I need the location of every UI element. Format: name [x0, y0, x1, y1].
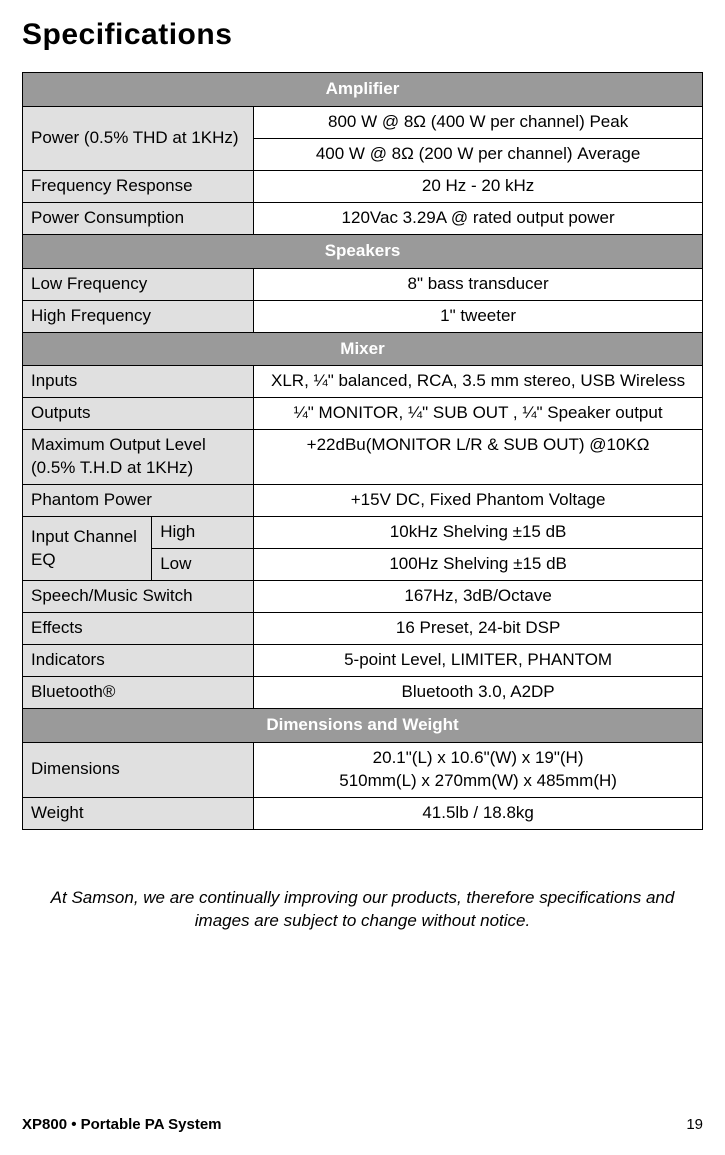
disclaimer-text: At Samson, we are continually improving …: [22, 886, 703, 934]
label-high-freq: High Frequency: [23, 300, 254, 332]
value-high-freq: 1" tweeter: [254, 300, 703, 332]
row-speech: Speech/Music Switch 167Hz, 3dB/Octave: [23, 581, 703, 613]
row-weight: Weight 41.5lb / 18.8kg: [23, 797, 703, 829]
value-power-avg: 400 W @ 8Ω (200 W per channel) Average: [254, 138, 703, 170]
label-speech: Speech/Music Switch: [23, 581, 254, 613]
label-phantom: Phantom Power: [23, 485, 254, 517]
value-speech: 167Hz, 3dB/Octave: [254, 581, 703, 613]
value-weight: 41.5lb / 18.8kg: [254, 797, 703, 829]
value-bluetooth: Bluetooth 3.0, A2DP: [254, 676, 703, 708]
section-header-mixer: Mixer: [23, 332, 703, 366]
label-low-freq: Low Frequency: [23, 268, 254, 300]
label-eq-low: Low: [152, 549, 254, 581]
page-title: Specifications: [22, 18, 703, 52]
label-bluetooth: Bluetooth®: [23, 676, 254, 708]
value-eq-high: 10kHz Shelving ±15 dB: [254, 517, 703, 549]
value-power-peak: 800 W @ 8Ω (400 W per channel) Peak: [254, 106, 703, 138]
row-power-cons: Power Consumption 120Vac 3.29A @ rated o…: [23, 202, 703, 234]
section-header-label: Amplifier: [23, 73, 703, 107]
row-low-freq: Low Frequency 8" bass transducer: [23, 268, 703, 300]
label-eq-high: High: [152, 517, 254, 549]
label-indicators: Indicators: [23, 644, 254, 676]
label-power-cons: Power Consumption: [23, 202, 254, 234]
page-footer: XP800 • Portable PA System 19: [22, 1116, 703, 1133]
section-header-amplifier: Amplifier: [23, 73, 703, 107]
row-bluetooth: Bluetooth® Bluetooth 3.0, A2DP: [23, 676, 703, 708]
row-high-freq: High Frequency 1" tweeter: [23, 300, 703, 332]
value-power-cons: 120Vac 3.29A @ rated output power: [254, 202, 703, 234]
row-power-peak: Power (0.5% THD at 1KHz) 800 W @ 8Ω (400…: [23, 106, 703, 138]
row-outputs: Outputs ¼" MONITOR, ¼" SUB OUT , ¼" Spea…: [23, 398, 703, 430]
value-inputs: XLR, ¼" balanced, RCA, 3.5 mm stereo, US…: [254, 366, 703, 398]
label-eq: Input Channel EQ: [23, 517, 152, 581]
section-header-label: Mixer: [23, 332, 703, 366]
value-dimensions: 20.1"(L) x 10.6"(W) x 19"(H) 510mm(L) x …: [254, 742, 703, 797]
label-dimensions: Dimensions: [23, 742, 254, 797]
footer-product: XP800 • Portable PA System: [22, 1116, 222, 1133]
section-header-label: Speakers: [23, 234, 703, 268]
value-phantom: +15V DC, Fixed Phantom Voltage: [254, 485, 703, 517]
row-max-out: Maximum Output Level (0.5% T.H.D at 1KHz…: [23, 430, 703, 485]
row-dimensions: Dimensions 20.1"(L) x 10.6"(W) x 19"(H) …: [23, 742, 703, 797]
label-power: Power (0.5% THD at 1KHz): [23, 106, 254, 170]
value-effects: 16 Preset, 24-bit DSP: [254, 612, 703, 644]
value-eq-low: 100Hz Shelving ±15 dB: [254, 549, 703, 581]
label-max-out: Maximum Output Level (0.5% T.H.D at 1KHz…: [23, 430, 254, 485]
label-weight: Weight: [23, 797, 254, 829]
dim-line1: 20.1"(L) x 10.6"(W) x 19"(H): [373, 748, 584, 767]
row-effects: Effects 16 Preset, 24-bit DSP: [23, 612, 703, 644]
row-freq-resp: Frequency Response 20 Hz - 20 kHz: [23, 170, 703, 202]
footer-page-number: 19: [686, 1116, 703, 1133]
row-indicators: Indicators 5-point Level, LIMITER, PHANT…: [23, 644, 703, 676]
dim-line2: 510mm(L) x 270mm(W) x 485mm(H): [339, 771, 617, 790]
value-indicators: 5-point Level, LIMITER, PHANTOM: [254, 644, 703, 676]
specifications-table: Amplifier Power (0.5% THD at 1KHz) 800 W…: [22, 72, 703, 830]
section-header-speakers: Speakers: [23, 234, 703, 268]
label-inputs: Inputs: [23, 366, 254, 398]
value-outputs: ¼" MONITOR, ¼" SUB OUT , ¼" Speaker outp…: [254, 398, 703, 430]
section-header-dimensions: Dimensions and Weight: [23, 708, 703, 742]
row-inputs: Inputs XLR, ¼" balanced, RCA, 3.5 mm ste…: [23, 366, 703, 398]
value-freq-resp: 20 Hz - 20 kHz: [254, 170, 703, 202]
row-eq-high: Input Channel EQ High 10kHz Shelving ±15…: [23, 517, 703, 549]
label-effects: Effects: [23, 612, 254, 644]
label-freq-resp: Frequency Response: [23, 170, 254, 202]
row-phantom: Phantom Power +15V DC, Fixed Phantom Vol…: [23, 485, 703, 517]
value-low-freq: 8" bass transducer: [254, 268, 703, 300]
value-max-out: +22dBu(MONITOR L/R & SUB OUT) @10KΩ: [254, 430, 703, 485]
label-outputs: Outputs: [23, 398, 254, 430]
section-header-label: Dimensions and Weight: [23, 708, 703, 742]
